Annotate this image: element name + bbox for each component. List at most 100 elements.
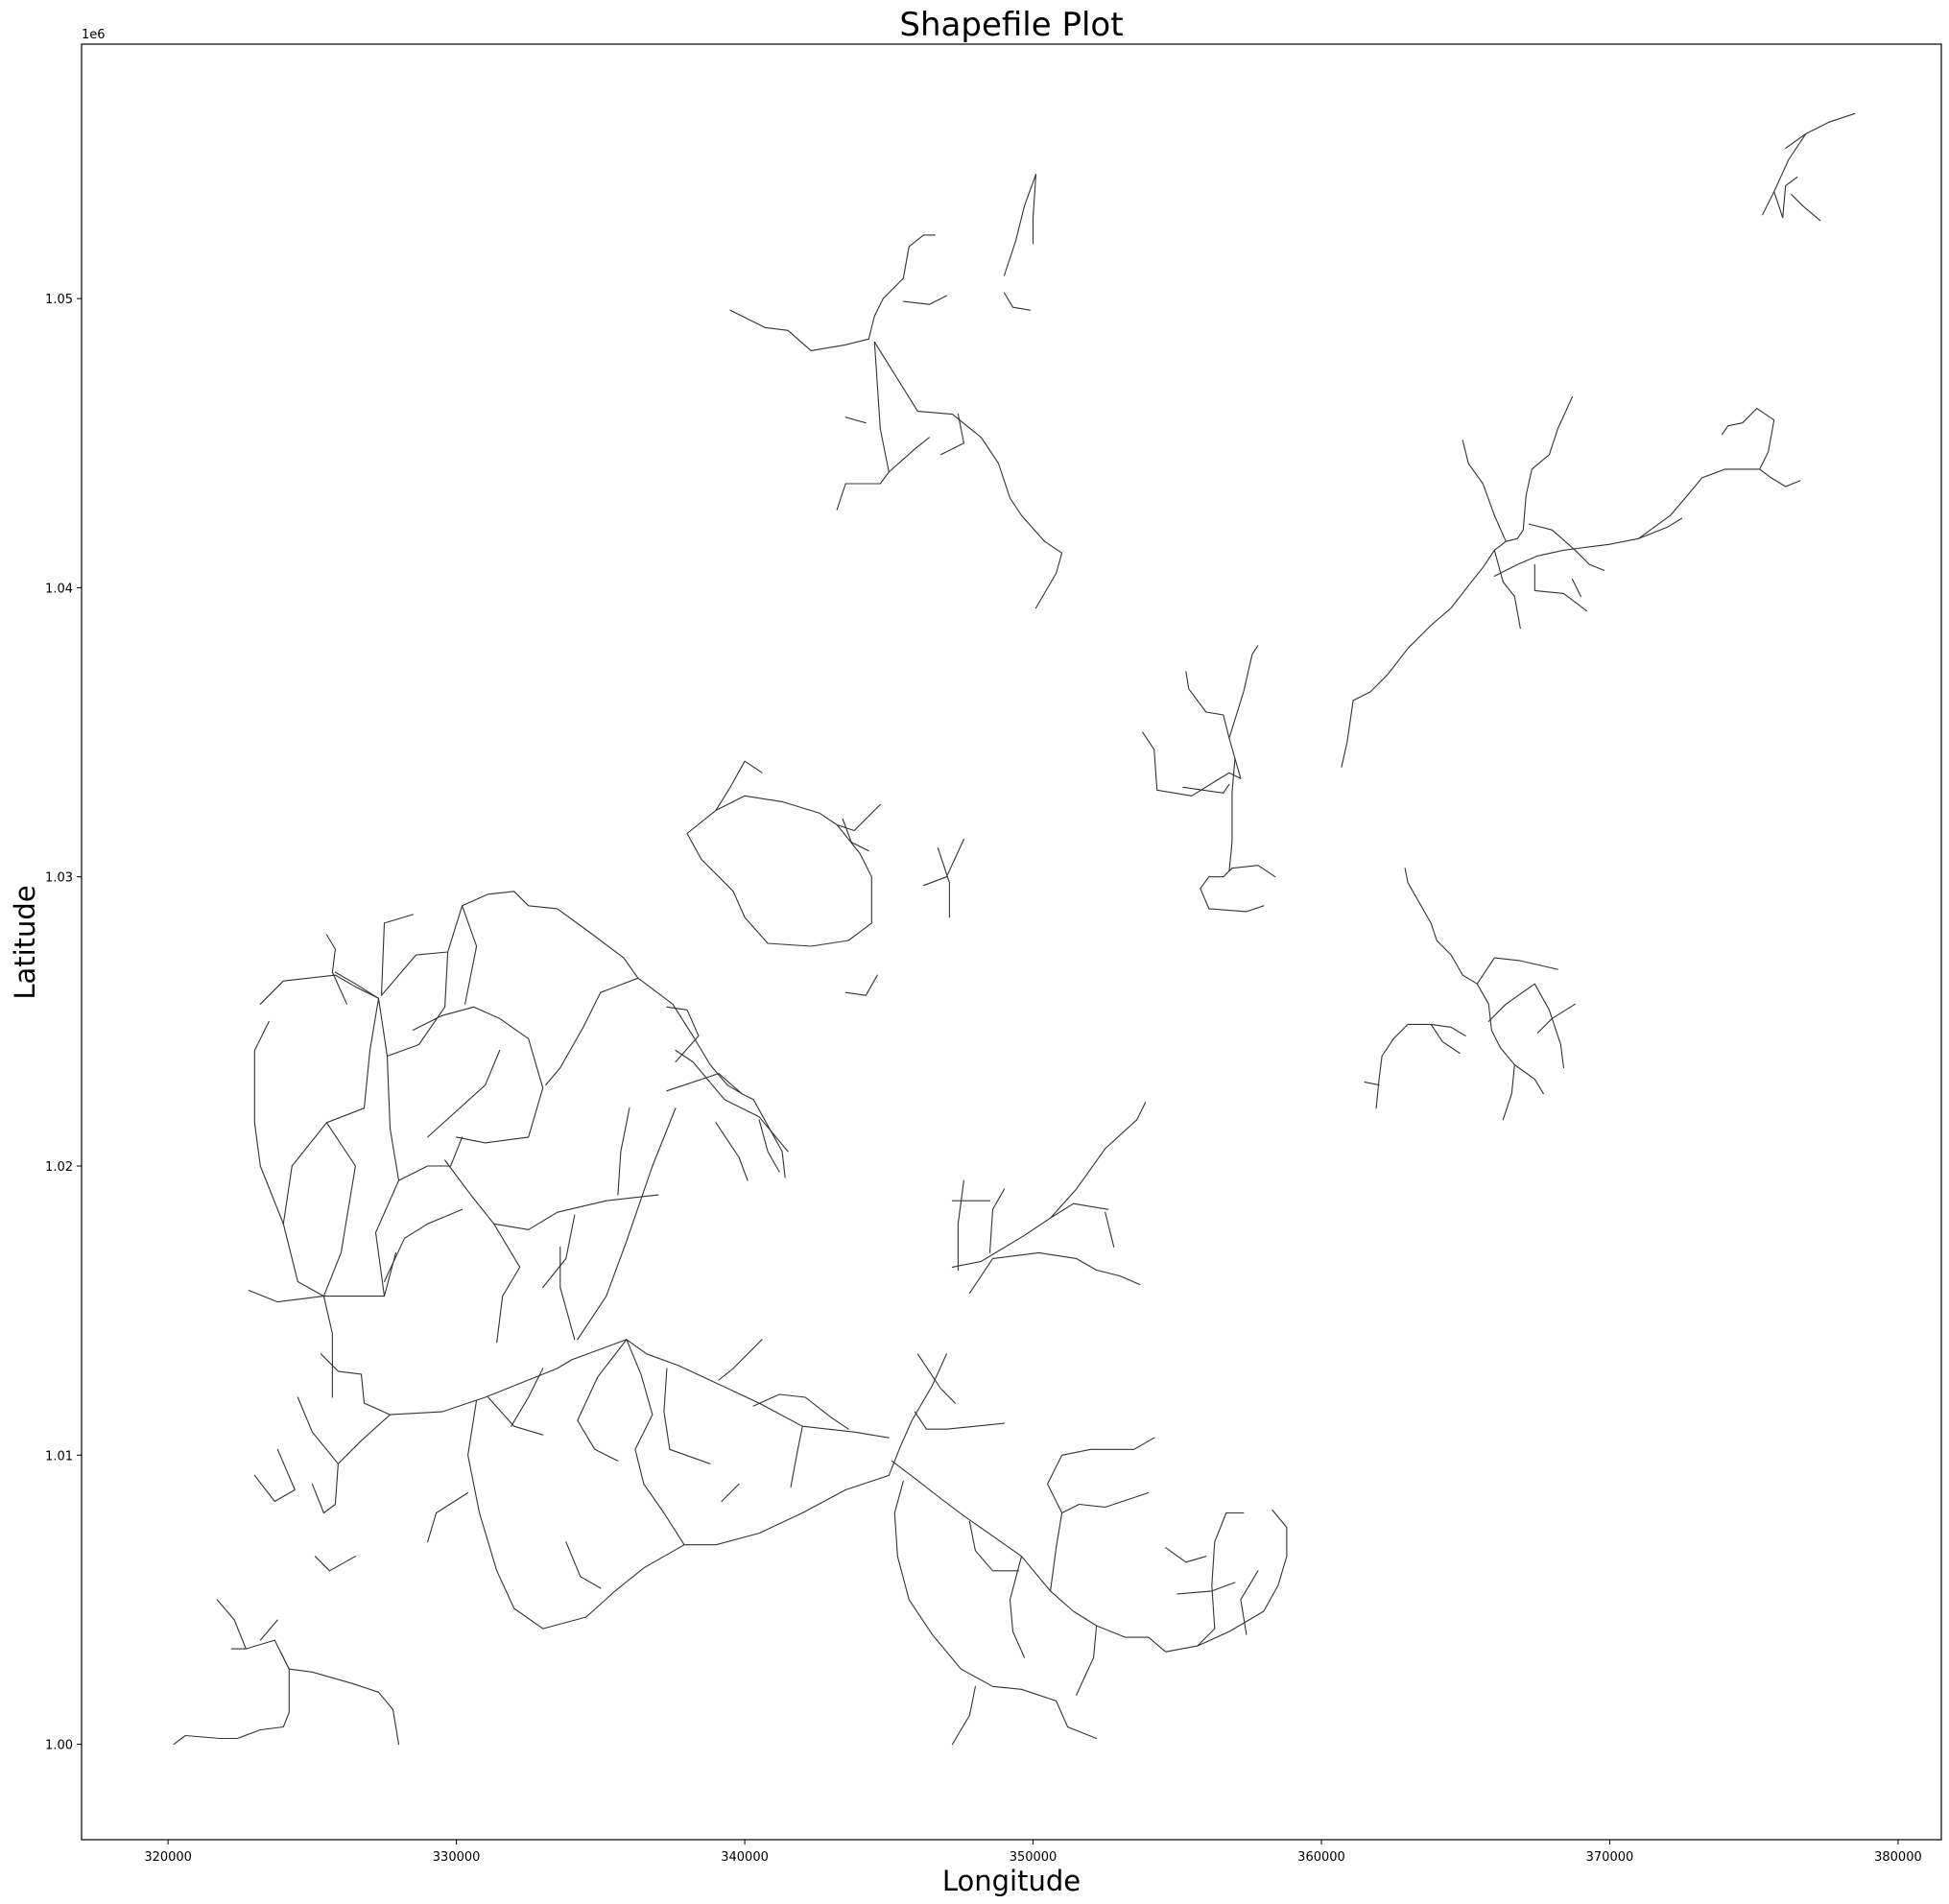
chart-title: Shapefile Plot xyxy=(899,6,1123,44)
road-segment-15 xyxy=(259,974,380,1005)
x-tick-label: 360000 xyxy=(1297,1850,1345,1865)
road-segment-28 xyxy=(383,1208,463,1283)
road-segment-73 xyxy=(957,1179,964,1272)
x-tick-label: 330000 xyxy=(433,1850,481,1865)
road-segment-98 xyxy=(1231,865,1276,878)
road-segment-48 xyxy=(790,1425,803,1488)
road-segment-69 xyxy=(968,1251,1141,1295)
road-segment-26 xyxy=(427,1049,501,1138)
y-tick-label: 1.03 xyxy=(45,871,73,886)
road-segment-53 xyxy=(888,1353,947,1476)
road-segment-88 xyxy=(836,428,890,511)
road-segment-64 xyxy=(1197,1509,1288,1647)
road-segment-55 xyxy=(893,1480,1098,1740)
road-segment-30 xyxy=(545,977,639,1086)
road-segment-66 xyxy=(1177,1582,1236,1595)
road-segment-61 xyxy=(1047,1437,1155,1514)
road-segment-44 xyxy=(577,1339,628,1462)
road-segment-93 xyxy=(1003,292,1032,311)
road-segment-23 xyxy=(462,891,786,1178)
road-segment-120 xyxy=(1364,1082,1380,1086)
road-segment-27 xyxy=(444,1159,521,1344)
road-segment-114 xyxy=(1476,957,1558,985)
road-segment-80 xyxy=(844,974,878,996)
road-segment-91 xyxy=(902,295,947,305)
road-segment-60 xyxy=(1050,1491,1150,1592)
road-segment-72 xyxy=(1105,1211,1115,1248)
road-segment-94 xyxy=(1142,671,1242,797)
road-segment-92 xyxy=(1003,174,1037,276)
road-segment-5 xyxy=(314,1556,356,1572)
road-segment-32 xyxy=(617,1107,630,1196)
road-segment-56 xyxy=(914,1411,1006,1430)
y-offset-label: 1e6 xyxy=(82,28,106,42)
road-segment-24 xyxy=(462,905,478,1005)
road-segment-105 xyxy=(1528,523,1605,571)
road-segment-51 xyxy=(565,1541,602,1589)
road-segment-103 xyxy=(1759,468,1801,488)
road-segment-86 xyxy=(873,341,1063,609)
road-segment-104 xyxy=(1462,440,1507,542)
road-segment-62 xyxy=(1076,1625,1098,1696)
road-segment-76 xyxy=(686,795,872,947)
road-segment-118 xyxy=(1502,1063,1515,1121)
road-segment-100 xyxy=(1341,396,1573,768)
road-segment-14 xyxy=(291,997,380,1167)
road-segment-101 xyxy=(1493,549,1521,630)
road-segment-29 xyxy=(493,1194,659,1230)
road-segment-20 xyxy=(386,905,463,1058)
road-segment-58 xyxy=(968,1521,1020,1572)
road-segment-89 xyxy=(888,437,930,473)
road-segment-82 xyxy=(937,847,950,918)
road-segment-42 xyxy=(626,1339,890,1439)
plot-area-frame xyxy=(81,43,1942,1841)
road-segment-25 xyxy=(412,1006,544,1144)
road-segment-12 xyxy=(282,1165,324,1297)
road-segment-96 xyxy=(1228,757,1236,872)
road-segment-8 xyxy=(337,1339,628,1464)
road-segment-106 xyxy=(1533,563,1587,612)
road-segment-37 xyxy=(675,1049,789,1153)
road-segment-109 xyxy=(1762,112,1856,216)
road-segment-50 xyxy=(427,1491,469,1543)
road-segment-22 xyxy=(380,914,415,996)
road-segment-97 xyxy=(1200,868,1265,913)
road-segment-6 xyxy=(297,1396,339,1514)
y-axis-ticks: 1.00 1.01 1.02 1.03 1.04 1.05 xyxy=(45,293,82,1753)
y-tick-label: 1.02 xyxy=(45,1160,73,1175)
road-segment-85 xyxy=(844,416,867,424)
road-network xyxy=(173,112,1856,1746)
road-segment-83 xyxy=(729,277,904,351)
x-tick-label: 380000 xyxy=(1874,1850,1922,1865)
road-segment-2 xyxy=(216,1599,247,1650)
road-segment-119 xyxy=(1430,1023,1461,1055)
road-segment-18 xyxy=(374,997,400,1297)
road-segment-117 xyxy=(1375,1023,1466,1109)
road-segment-43 xyxy=(626,1339,685,1546)
road-segment-115 xyxy=(1487,983,1564,1069)
road-segment-21 xyxy=(380,951,449,996)
x-tick-label: 370000 xyxy=(1586,1850,1634,1865)
y-tick-label: 1.00 xyxy=(45,1739,73,1753)
x-tick-label: 320000 xyxy=(144,1850,192,1865)
y-tick-label: 1.04 xyxy=(45,582,73,596)
road-segment-90 xyxy=(939,414,964,456)
y-axis-label: Latitude xyxy=(9,885,41,999)
road-segment-31 xyxy=(666,1073,743,1095)
road-segment-65 xyxy=(1211,1511,1245,1630)
road-segment-1 xyxy=(288,1668,400,1746)
road-segment-19 xyxy=(397,1136,463,1181)
road-segment-39 xyxy=(715,1122,749,1181)
road-segment-10 xyxy=(322,1122,356,1398)
road-segment-34 xyxy=(559,1246,576,1341)
road-segment-57 xyxy=(916,1353,956,1404)
road-segment-63 xyxy=(951,1685,976,1746)
road-segment-116 xyxy=(1536,1003,1576,1034)
road-segment-35 xyxy=(542,1214,576,1289)
road-segment-41 xyxy=(467,1399,890,1630)
y-tick-label: 1.01 xyxy=(45,1449,73,1464)
x-tick-label: 350000 xyxy=(1010,1850,1058,1865)
road-segment-68 xyxy=(1165,1547,1207,1563)
